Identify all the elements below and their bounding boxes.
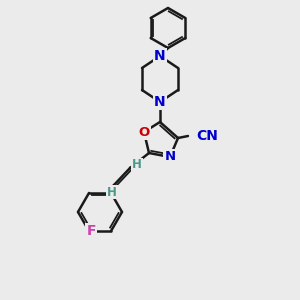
Text: N: N [154, 95, 166, 109]
Text: F: F [86, 224, 96, 238]
Text: H: H [107, 185, 117, 199]
Text: N: N [154, 49, 166, 63]
Text: CN: CN [196, 129, 218, 143]
Text: O: O [138, 125, 150, 139]
Text: H: H [132, 158, 142, 172]
Text: N: N [164, 151, 175, 164]
